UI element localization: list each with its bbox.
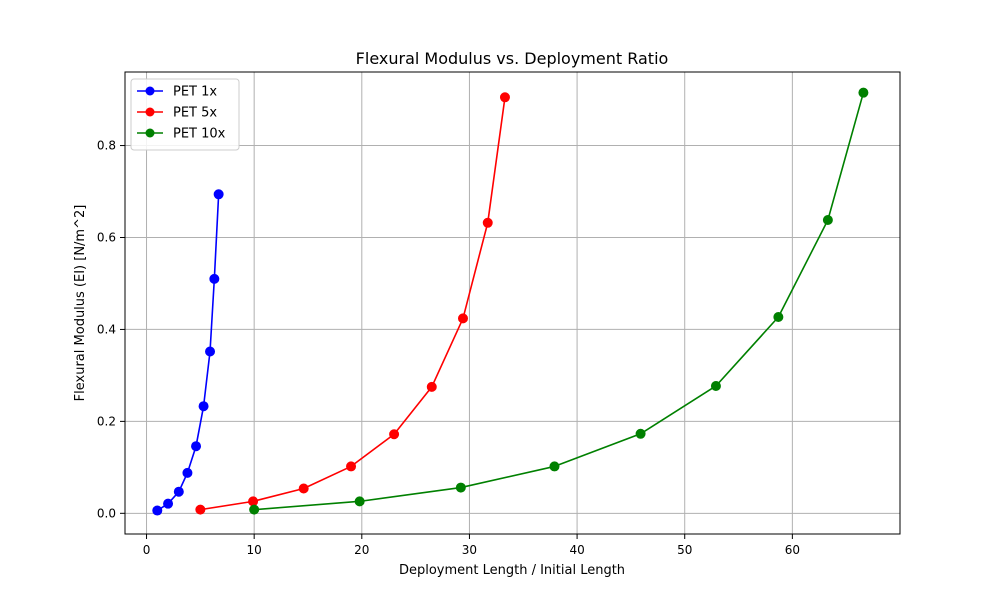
data-point: [455, 482, 466, 493]
data-point: [195, 504, 206, 515]
x-axis-label: Deployment Length / Initial Length: [399, 563, 625, 578]
data-point: [198, 401, 209, 412]
legend-item: PET 10x: [137, 127, 226, 142]
data-point: [354, 496, 365, 507]
data-point: [249, 504, 260, 515]
data-point: [213, 189, 224, 200]
y-tick-label: 0.6: [97, 230, 116, 244]
legend-item: PET 5x: [137, 106, 217, 121]
x-tick-label: 10: [247, 543, 262, 557]
legend-label: PET 1x: [173, 85, 217, 100]
x-tick-label: 0: [143, 543, 151, 557]
plot-frame: [124, 71, 901, 535]
series-pet-1x: [152, 189, 224, 516]
series-pet-5x: [195, 92, 510, 515]
y-axis-label: Flexural Modulus (EI) [N/m^2]: [73, 205, 88, 402]
chart-title: Flexural Modulus vs. Deployment Ratio: [356, 49, 669, 68]
series-pet-10x: [249, 87, 869, 515]
legend: PET 1x PET 5x PET 10x: [130, 78, 240, 151]
data-point: [173, 486, 184, 497]
data-point: [152, 505, 163, 516]
y-tick-label: 0.4: [97, 322, 116, 336]
data-point: [389, 429, 400, 440]
data-point: [635, 428, 646, 439]
x-tick-label: 50: [677, 543, 692, 557]
legend-marker: [145, 128, 155, 138]
data-point: [773, 312, 784, 323]
legend-marker: [145, 107, 155, 117]
x-tick-label: 20: [354, 543, 369, 557]
legend-label: PET 10x: [173, 127, 226, 142]
y-tick-label: 0.0: [97, 506, 116, 520]
data-point: [549, 461, 560, 472]
series-layer: [152, 87, 869, 516]
data-point: [457, 313, 468, 324]
data-point: [346, 461, 357, 472]
legend-item: PET 1x: [137, 85, 217, 100]
plot-area: [125, 72, 900, 534]
data-point: [163, 498, 174, 509]
data-point: [822, 215, 833, 226]
data-point: [182, 467, 193, 478]
axis-layer: 0 10 20 30 40 50 60 0.0 0.2 0.4 0.6 0.8: [97, 139, 800, 557]
data-point: [426, 381, 437, 392]
x-tick-label: 30: [462, 543, 477, 557]
legend-label: PET 5x: [173, 106, 217, 121]
x-tick-label: 60: [785, 543, 800, 557]
y-tick-label: 0.2: [97, 414, 116, 428]
data-point: [499, 92, 510, 103]
data-point: [205, 346, 216, 357]
data-point: [482, 217, 493, 228]
data-point: [209, 273, 220, 284]
data-point: [710, 380, 721, 391]
data-point: [248, 496, 259, 507]
data-point: [298, 483, 309, 494]
y-tick-label: 0.8: [97, 139, 116, 153]
legend-marker: [145, 86, 155, 96]
data-point: [191, 441, 202, 452]
x-tick-label: 40: [569, 543, 584, 557]
data-point: [858, 87, 869, 98]
